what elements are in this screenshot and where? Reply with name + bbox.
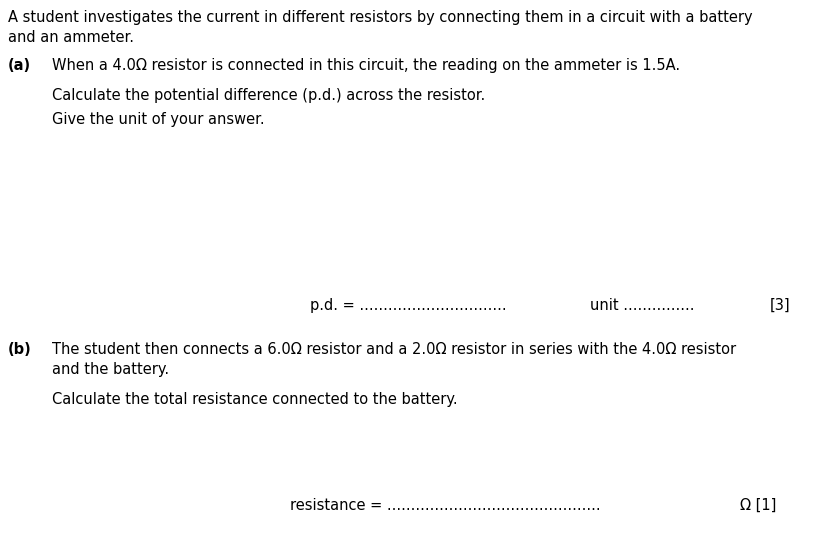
Text: When a 4.0Ω resistor is connected in this circuit, the reading on the ammeter is: When a 4.0Ω resistor is connected in thi… <box>52 58 680 73</box>
Text: p.d. = ...............................: p.d. = ............................... <box>310 298 507 313</box>
Text: and the battery.: and the battery. <box>52 362 169 377</box>
Text: and an ammeter.: and an ammeter. <box>8 30 134 45</box>
Text: (a): (a) <box>8 58 31 73</box>
Text: unit ...............: unit ............... <box>590 298 695 313</box>
Text: The student then connects a 6.0Ω resistor and a 2.0Ω resistor in series with the: The student then connects a 6.0Ω resisto… <box>52 342 736 357</box>
Text: resistance = .............................................: resistance = ...........................… <box>290 498 601 513</box>
Text: [3]: [3] <box>770 298 791 313</box>
Text: Ω [1]: Ω [1] <box>740 498 776 513</box>
Text: Give the unit of your answer.: Give the unit of your answer. <box>52 112 265 127</box>
Text: Calculate the total resistance connected to the battery.: Calculate the total resistance connected… <box>52 392 458 407</box>
Text: A student investigates the current in different resistors by connecting them in : A student investigates the current in di… <box>8 10 752 25</box>
Text: (b): (b) <box>8 342 32 357</box>
Text: Calculate the potential difference (p.d.) across the resistor.: Calculate the potential difference (p.d.… <box>52 88 486 103</box>
